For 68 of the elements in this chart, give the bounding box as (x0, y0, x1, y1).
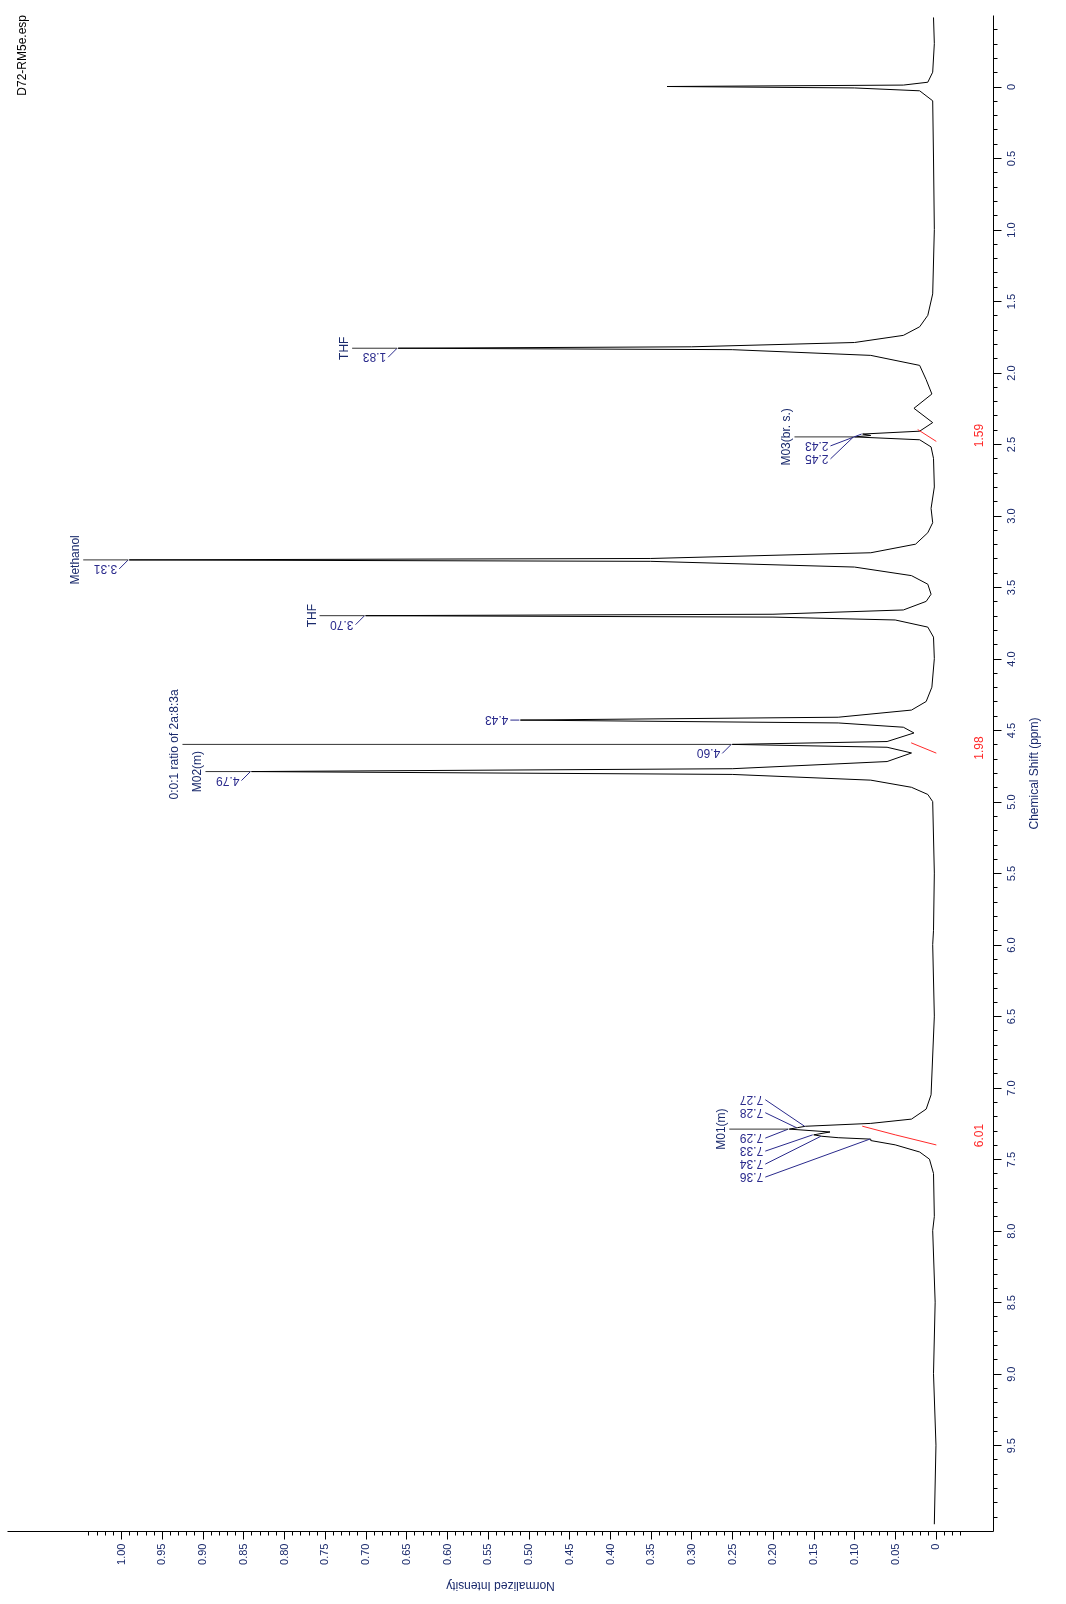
x-axis-title: Normalized Intensity (446, 1578, 555, 1593)
text: D72-RM5e.esp (15, 14, 29, 96)
y-tick-label: 4.5 (1004, 722, 1017, 739)
y-tick-label: 5.0 (1004, 794, 1017, 810)
y-tick-label: 3.5 (1004, 579, 1017, 596)
x-tick-label: 0.75 (318, 1543, 331, 1565)
y-tick-label: 2.5 (1004, 436, 1017, 453)
x-tick-label: 0.65 (399, 1543, 412, 1565)
annotation: 7.28 (739, 1105, 764, 1120)
y-tick-label: 7.0 (1004, 1080, 1017, 1096)
y-tick-label: 1.5 (1004, 293, 1017, 310)
x-tick-label: 0.60 (440, 1543, 453, 1565)
x-tick-label: 0.35 (644, 1543, 657, 1565)
annotation: 1.83 (362, 350, 387, 365)
x-tick-label: 0.55 (481, 1543, 494, 1565)
y-tick-label: 3.0 (1004, 508, 1017, 524)
annotation: 7.34 (739, 1157, 764, 1172)
annotation: THF (337, 336, 352, 360)
annotation: M01(m) (714, 1108, 729, 1150)
annotation: THF (304, 604, 319, 628)
x-tick-label: 0.05 (888, 1543, 901, 1565)
annotation: 0:0:1 ratio of 2a:8:3a (167, 689, 182, 800)
y-tick-label: 4.0 (1004, 651, 1017, 667)
annotation: 3.70 (329, 617, 354, 632)
annotation: 7.27 (739, 1092, 764, 1107)
y-tick-label: 9.0 (1004, 1366, 1017, 1382)
y-tick-label: 0 (1004, 83, 1017, 91)
annotation: 4.79 (215, 773, 240, 788)
x-tick-label: 0.50 (522, 1543, 535, 1565)
y-tick-label: 5.5 (1004, 865, 1017, 882)
x-tick-label: 0.25 (725, 1543, 738, 1565)
annotation: 4.43 (484, 713, 509, 728)
y-tick-label: 6.0 (1004, 937, 1017, 953)
y-tick-label: 2.0 (1004, 365, 1017, 381)
annotation: 7.29 (739, 1131, 764, 1146)
annotation: Methanol (68, 535, 83, 585)
x-tick-label: 0.45 (562, 1543, 575, 1565)
x-tick-label: 1.00 (114, 1543, 127, 1565)
annotation: M03(br. s.) (779, 408, 794, 466)
annotation: 7.33 (739, 1144, 764, 1159)
y-axis-title: Chemical Shift (ppm) (1026, 717, 1041, 830)
x-tick-label: 0.90 (196, 1543, 209, 1565)
text: 1.98 (972, 735, 986, 760)
annotation: 3.31 (93, 561, 118, 576)
text: 1.59 (972, 423, 986, 448)
x-tick-label: 0.10 (847, 1543, 860, 1565)
y-tick-label: 0.5 (1004, 150, 1017, 167)
annotation: 2.45 (804, 451, 829, 466)
annotation: 4.60 (696, 746, 721, 761)
x-tick-label: 0.85 (236, 1543, 249, 1565)
x-tick-label: 0.95 (155, 1543, 168, 1565)
y-tick-label: 8.0 (1004, 1223, 1017, 1239)
text: 6.01 (972, 1123, 986, 1148)
y-tick-label: 1.0 (1004, 222, 1017, 238)
x-tick-label: 0.20 (766, 1543, 779, 1565)
x-tick-label: 0.15 (807, 1543, 820, 1565)
annotation: 2.43 (804, 438, 829, 453)
x-tick-label: 0.40 (603, 1543, 616, 1565)
y-tick-label: 9.5 (1004, 1438, 1017, 1454)
x-tick-label: 0.30 (685, 1543, 697, 1565)
y-tick-label: 6.5 (1004, 1008, 1017, 1025)
x-tick-label: 0 (929, 1543, 942, 1550)
x-tick-label: 0.70 (359, 1543, 372, 1565)
x-tick-label: 0.80 (277, 1543, 290, 1565)
y-tick-label: 8.5 (1004, 1295, 1017, 1311)
y-tick-label: 7.5 (1004, 1152, 1017, 1168)
annotation: 7.36 (739, 1170, 764, 1185)
annotation: M02(m) (190, 750, 205, 793)
